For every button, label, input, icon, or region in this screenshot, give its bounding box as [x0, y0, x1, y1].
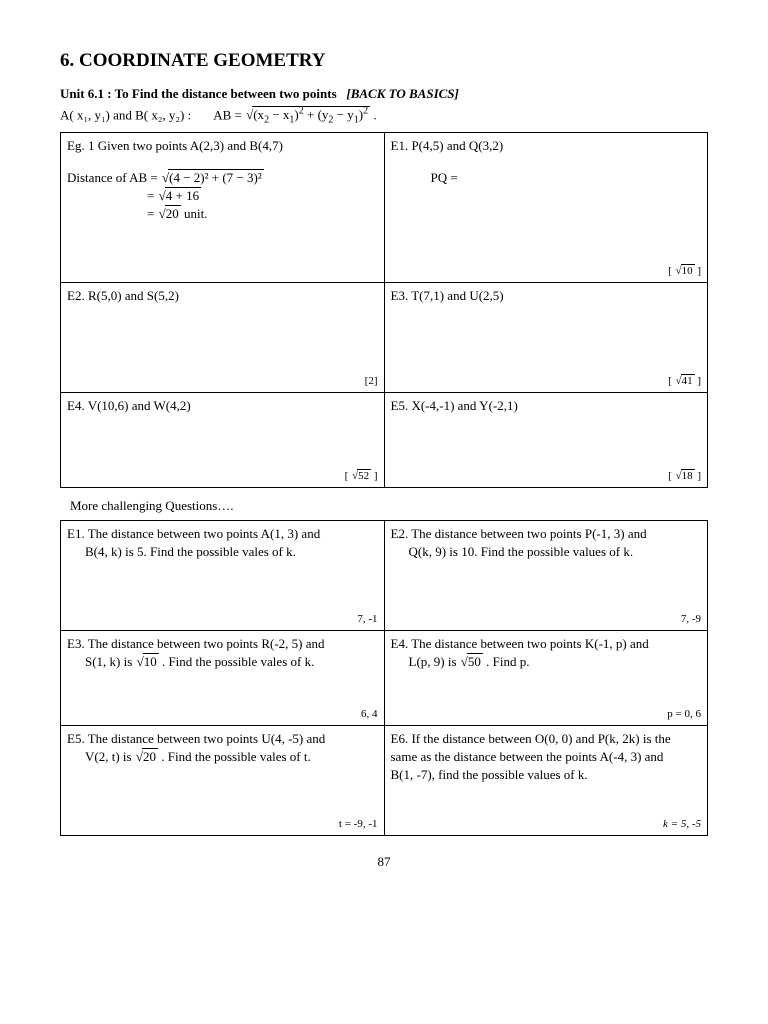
t1-r1c2: E1. P(4,5) and Q(3,2) PQ = [ 10 ]: [384, 132, 708, 282]
t1-r3c1-ans: [ 52 ]: [345, 469, 378, 484]
t1-r2c1: E2. R(5,0) and S(5,2) [2]: [61, 282, 385, 392]
t1-r3c1: E4. V(10,6) and W(4,2) [ 52 ]: [61, 392, 385, 487]
page-title: 6. COORDINATE GEOMETRY: [60, 50, 708, 72]
t1-r1c1-header: Eg. 1 Given two points A(2,3) and B(4,7): [67, 137, 378, 155]
t1-r1c1-line1: Distance of AB = (4 − 2)² + (7 − 3)²: [67, 169, 378, 187]
t1-r2c1-ans: [2]: [365, 374, 378, 389]
t1-r1c1: Eg. 1 Given two points A(2,3) and B(4,7)…: [61, 132, 385, 282]
t1-r2c1-header: E2. R(5,0) and S(5,2): [67, 287, 378, 305]
t1-r1c2-header: E1. P(4,5) and Q(3,2): [391, 137, 702, 155]
t1-r2c2: E3. T(7,1) and U(2,5) [ 41 ]: [384, 282, 708, 392]
more-questions: More challenging Questions….: [70, 498, 708, 514]
t2-r1c1: E1. The distance between two points A(1,…: [61, 520, 385, 630]
formula-points: A( x₁, y₁) and B( x₂, y₂) :: [60, 107, 191, 122]
t2-r3c1: E5. The distance between two points U(4,…: [61, 725, 385, 835]
t1-r3c1-header: E4. V(10,6) and W(4,2): [67, 397, 378, 415]
formula-line: A( x₁, y₁) and B( x₂, y₂) : AB = (x2 − x…: [60, 106, 708, 126]
t1-r2c2-header: E3. T(7,1) and U(2,5): [391, 287, 702, 305]
t2-r3c2: E6. If the distance between O(0, 0) and …: [384, 725, 708, 835]
page-number: 87: [60, 854, 708, 870]
t2-r2c2: E4. The distance between two points K(-1…: [384, 630, 708, 725]
back-to-basics: [BACK TO BASICS]: [346, 86, 458, 101]
t1-r1c1-line3: = 20 unit.: [67, 205, 378, 223]
unit-label: Unit 6.1 : To Find the distance between …: [60, 86, 337, 101]
t1-r3c2: E5. X(-4,-1) and Y(-2,1) [ 18 ]: [384, 392, 708, 487]
unit-line: Unit 6.1 : To Find the distance between …: [60, 86, 708, 102]
t1-r2c2-ans: [ 41 ]: [668, 374, 701, 389]
table-2: E1. The distance between two points A(1,…: [60, 520, 708, 836]
t2-r1c2: E2. The distance between two points P(-1…: [384, 520, 708, 630]
formula-root: (x2 − x1)2 + (y2 − y1)2: [246, 106, 370, 126]
t1-r3c2-ans: [ 18 ]: [668, 469, 701, 484]
t1-r1c1-line2: = 4 + 16: [67, 187, 378, 205]
formula-ab: AB =: [213, 107, 242, 122]
table-1: Eg. 1 Given two points A(2,3) and B(4,7)…: [60, 132, 708, 488]
t2-r2c1: E3. The distance between two points R(-2…: [61, 630, 385, 725]
t1-r1c2-ans: [ 10 ]: [668, 264, 701, 279]
t1-r3c2-header: E5. X(-4,-1) and Y(-2,1): [391, 397, 702, 415]
t1-r1c2-pq: PQ =: [391, 169, 702, 187]
